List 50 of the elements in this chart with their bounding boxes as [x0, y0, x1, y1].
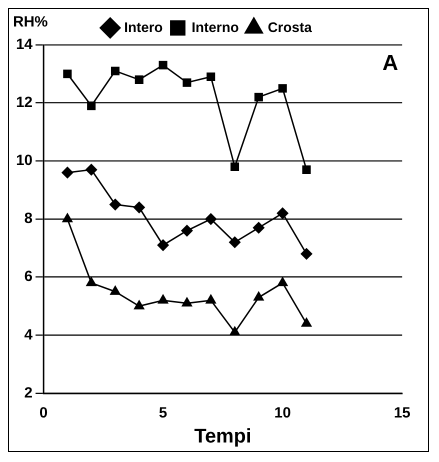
point [230, 326, 240, 336]
point [63, 70, 72, 78]
legend-label: Interno [192, 18, 239, 35]
point [206, 294, 216, 304]
y-tick-label: 12 [16, 94, 33, 112]
y-tick-label: 10 [16, 152, 33, 170]
point [229, 236, 240, 248]
point [302, 165, 311, 174]
y-tick-label: 8 [24, 210, 33, 228]
x-tick-label: 5 [158, 404, 168, 422]
legend-label: Intero [124, 18, 163, 35]
x-tick-label: 15 [394, 404, 410, 422]
point [182, 298, 192, 306]
y-tick-label: 14 [16, 36, 34, 53]
point [205, 213, 217, 225]
point [158, 294, 168, 304]
annotation: A [382, 50, 398, 75]
legend-label: Crosta [268, 18, 312, 35]
point [86, 164, 98, 176]
point [254, 92, 263, 102]
point [230, 162, 240, 172]
point [86, 277, 96, 286]
point [158, 60, 168, 70]
x-axis-title: Tempi [194, 426, 252, 448]
point [278, 277, 288, 286]
point [62, 213, 72, 222]
point [301, 318, 312, 327]
y-tick-label: 6 [24, 268, 33, 286]
point [134, 300, 144, 310]
point [206, 72, 216, 82]
point [157, 239, 169, 251]
point [134, 75, 144, 84]
point [182, 78, 192, 87]
point [252, 222, 264, 234]
x-tick-label: 0 [39, 404, 48, 422]
point [110, 286, 120, 295]
point [276, 208, 288, 219]
x-tick-label: 10 [274, 404, 291, 422]
point [278, 84, 287, 93]
point [181, 224, 193, 236]
point [110, 66, 120, 76]
y-tick-label: 2 [24, 384, 33, 402]
point [133, 202, 145, 214]
y-tick-label: 4 [24, 326, 34, 344]
point [62, 166, 74, 178]
point [87, 102, 96, 110]
y-axis-title: RH% [12, 14, 48, 31]
point [254, 292, 264, 301]
point [300, 248, 312, 260]
point [110, 198, 121, 210]
